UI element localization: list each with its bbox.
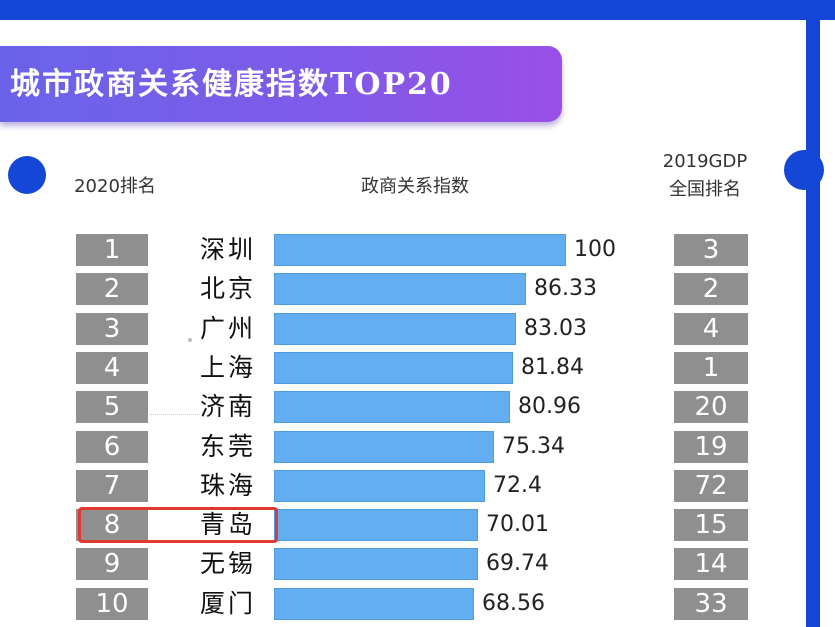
bar-value-label: 83.03 [524, 316, 587, 341]
gdp-rank-box: 3 [674, 234, 748, 266]
rank-box: 1 [76, 234, 148, 266]
frame-top-border [0, 0, 835, 20]
gdp-rank-box: 72 [674, 470, 748, 502]
decorative-dotted-line [150, 414, 200, 415]
rank-box: 3 [76, 313, 148, 345]
bar-value-label: 69.74 [486, 551, 549, 576]
gdp-rank-box: 4 [674, 313, 748, 345]
city-label: 珠海 [200, 471, 257, 500]
header-rank-2020: 2020排名 [74, 176, 156, 197]
rank-box: 7 [76, 470, 148, 502]
gdp-rank-box: 15 [674, 509, 748, 541]
gdp-rank-box: 20 [674, 391, 748, 423]
gdp-rank-box: 14 [674, 548, 748, 580]
title-banner [0, 46, 562, 122]
index-bar [274, 548, 478, 580]
chart-title: 城市政商关系健康指数TOP20 [10, 67, 453, 102]
city-label: 北京 [200, 274, 257, 303]
frame-right-border [806, 0, 820, 627]
rank-box: 5 [76, 391, 148, 423]
gdp-rank-box: 19 [674, 431, 748, 463]
rank-box: 2 [76, 273, 148, 305]
rank-box: 9 [76, 548, 148, 580]
rank-box: 8 [76, 509, 148, 541]
index-bar [274, 273, 526, 305]
header-gdp-line1: 2019GDP [662, 151, 748, 172]
highlight-frame-qingdao [78, 507, 278, 543]
bar-value-label: 75.34 [502, 434, 565, 459]
gdp-rank-box: 2 [674, 273, 748, 305]
bar-value-label: 100 [574, 237, 616, 262]
gdp-rank-box: 1 [674, 352, 748, 384]
rank-box: 6 [76, 431, 148, 463]
city-label: 东莞 [200, 432, 257, 461]
city-label: 无锡 [200, 549, 257, 578]
header-gdp-rank: 2019GDP 全国排名 [640, 148, 770, 204]
city-label: 上海 [200, 353, 257, 382]
index-bar [274, 431, 494, 463]
city-label: 深圳 [200, 235, 257, 264]
header-gdp-line2: 全国排名 [669, 179, 741, 200]
right-decorative-dot [784, 150, 824, 190]
city-label: 青岛 [200, 510, 257, 539]
index-bar [274, 352, 513, 384]
bar-value-label: 68.56 [482, 591, 545, 616]
header-index: 政商关系指数 [361, 176, 469, 197]
gdp-rank-box: 33 [674, 588, 748, 620]
bar-value-label: 80.96 [518, 394, 581, 419]
city-label: 广州 [200, 314, 257, 343]
city-label: 济南 [200, 392, 257, 421]
index-bar [274, 509, 478, 541]
index-bar [274, 391, 510, 423]
left-decorative-dot [8, 156, 46, 194]
bar-value-label: 72.4 [493, 473, 542, 498]
decorative-dot [188, 338, 192, 342]
index-bar [274, 470, 485, 502]
bar-value-label: 86.33 [534, 276, 597, 301]
index-bar [274, 313, 516, 345]
index-bar [274, 234, 566, 266]
rank-box: 4 [76, 352, 148, 384]
bar-value-label: 70.01 [486, 512, 549, 537]
bar-value-label: 81.84 [521, 355, 584, 380]
rank-box: 10 [76, 588, 148, 620]
index-bar [274, 588, 474, 620]
city-label: 厦门 [200, 589, 257, 618]
